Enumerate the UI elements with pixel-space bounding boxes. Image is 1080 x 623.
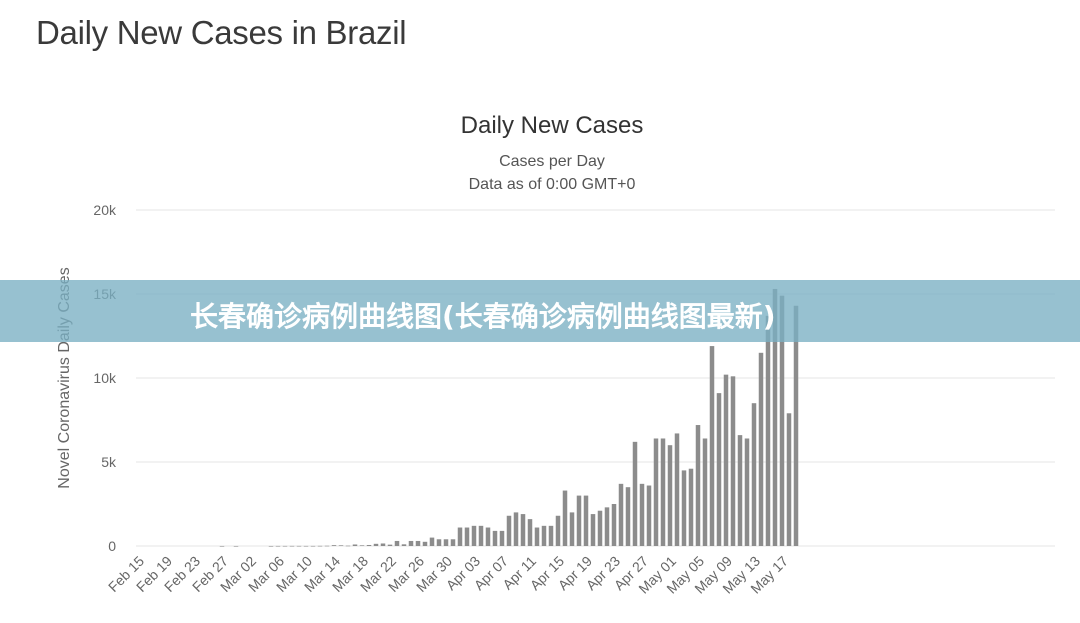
bar — [401, 544, 407, 546]
bar — [310, 545, 316, 547]
bar — [331, 545, 337, 546]
bar — [408, 540, 414, 546]
bar — [338, 545, 344, 546]
bar — [527, 519, 533, 546]
bar — [296, 545, 302, 547]
y-tick-layer: 05k10k15k20k — [93, 202, 117, 554]
bar — [569, 512, 575, 546]
bar — [478, 525, 484, 546]
bar — [604, 507, 610, 546]
bar — [625, 487, 631, 546]
bar — [303, 545, 309, 547]
bar — [380, 543, 386, 546]
bar — [443, 539, 449, 546]
bar — [387, 544, 393, 546]
bar — [359, 545, 365, 546]
bar — [709, 346, 715, 546]
bar — [233, 545, 239, 547]
bar — [492, 530, 498, 546]
y-tick-label: 10k — [93, 370, 117, 386]
bar — [681, 470, 687, 546]
bar — [534, 527, 540, 546]
bar — [289, 545, 295, 547]
bar — [275, 545, 281, 547]
bar — [450, 539, 456, 546]
bar — [583, 495, 589, 546]
bar — [268, 545, 274, 547]
bar — [576, 495, 582, 546]
y-tick-label: 5k — [101, 454, 117, 470]
chart-title: Daily New Cases — [461, 112, 644, 139]
bar — [282, 545, 288, 547]
bar — [653, 438, 659, 546]
bar — [562, 490, 568, 546]
bar — [219, 545, 225, 547]
bar — [632, 441, 638, 546]
bar — [758, 352, 764, 546]
bar-layer — [219, 288, 799, 547]
bar — [499, 530, 505, 546]
bar — [618, 483, 624, 546]
bar — [366, 544, 372, 546]
bar — [723, 374, 729, 546]
bar — [716, 393, 722, 546]
bar — [702, 438, 708, 546]
bar — [611, 504, 617, 546]
y-tick-label: 0 — [108, 538, 116, 554]
page-title: Daily New Cases in Brazil — [36, 14, 407, 51]
bar — [352, 544, 358, 546]
bar — [674, 433, 680, 546]
bar — [751, 403, 757, 546]
bar — [695, 425, 701, 546]
bar — [597, 510, 603, 546]
bar — [520, 514, 526, 546]
bar — [506, 515, 512, 546]
bar — [590, 514, 596, 546]
bar — [646, 485, 652, 546]
bar — [765, 315, 771, 546]
chart-subtitle-data-date: Data as of 0:00 GMT+0 — [469, 176, 636, 193]
bar — [667, 445, 673, 546]
bar — [324, 545, 330, 547]
bar — [730, 376, 736, 546]
bar — [660, 438, 666, 546]
bar — [541, 525, 547, 546]
bar — [548, 525, 554, 546]
bar — [688, 468, 694, 546]
bar — [429, 537, 435, 546]
bar — [793, 305, 799, 546]
bar — [485, 527, 491, 546]
bar — [317, 545, 323, 547]
bar — [471, 525, 477, 546]
bar — [415, 540, 421, 546]
bar — [513, 512, 519, 546]
bar — [779, 295, 785, 546]
bar — [373, 543, 379, 546]
bar — [345, 545, 351, 547]
bar — [786, 413, 792, 546]
bar — [744, 438, 750, 546]
bar — [436, 539, 442, 546]
y-tick-label: 20k — [93, 202, 117, 218]
overlay-banner: 长春确诊病例曲线图(长春确诊病例曲线图最新) — [0, 280, 1080, 342]
chart-subtitle: Cases per Day — [499, 153, 605, 170]
bar — [422, 541, 428, 546]
bar — [394, 540, 400, 546]
bar — [639, 483, 645, 546]
bar — [457, 527, 463, 546]
overlay-caption: 长春确诊病例曲线图(长春确诊病例曲线图最新) — [190, 300, 776, 333]
grid-layer — [136, 209, 1055, 547]
bar — [772, 288, 778, 546]
bar — [464, 527, 470, 546]
bar — [555, 515, 561, 546]
bar — [737, 435, 743, 546]
